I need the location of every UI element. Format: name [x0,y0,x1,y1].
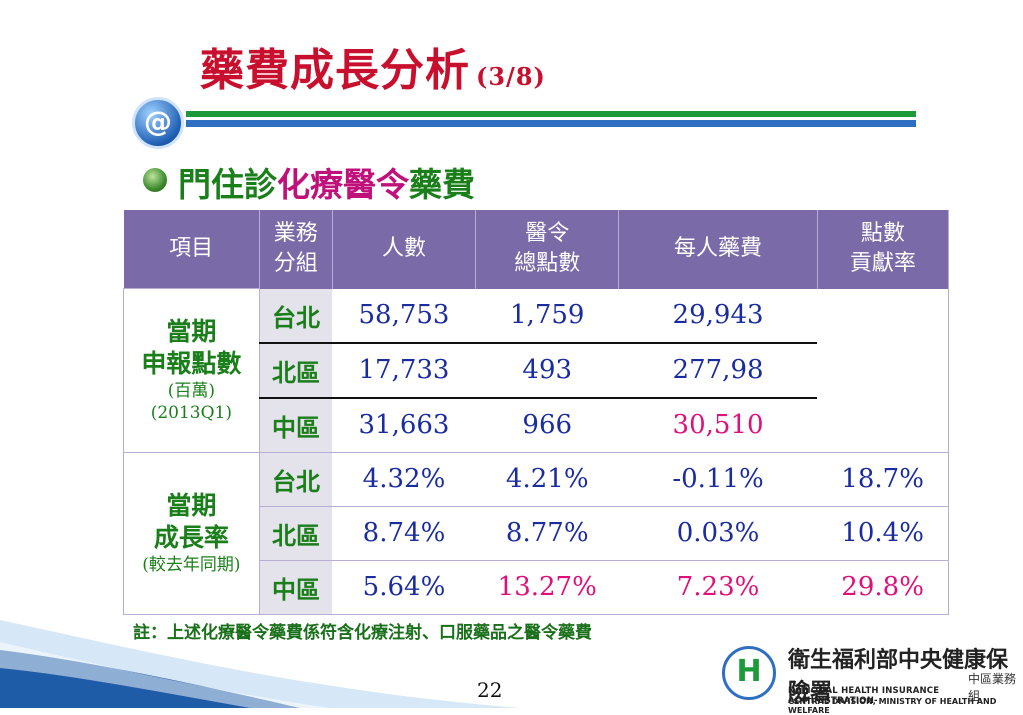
group1-label-line1: 當期 [166,317,217,347]
people-cell: 4.32% [332,452,476,507]
group2-label-line1: 當期 [166,491,217,520]
subtitle-part3: 藥費 [409,165,475,204]
points-cell: 966 [475,397,619,453]
header-total-points: 醫令 總點數 [475,210,620,289]
group-label-reported-points: 當期 申報點數 (百萬) (2013Q1) [123,288,260,453]
people-cell: 5.64% [332,560,476,615]
per-person-cell: 277,98 [618,342,818,399]
table-row: 當期 成長率 (較去年同期) 台北 4.32% 4.21% -0.11% 18.… [123,451,950,615]
bullet-icon [143,168,167,192]
footnote: 註：上述化療醫令藥費係符含化療注射、口服藥品之醫令藥費 [133,623,592,643]
contribution-cell-empty [817,397,950,453]
points-cell: 13.27% [475,560,619,615]
org-unit: 中區業務組 [968,672,1017,703]
contribution-cell: 18.7% [817,452,950,507]
group-label-growth-rate: 當期 成長率 (較去年同期) [123,451,260,615]
region-cell: 中區 [259,560,333,615]
people-cell: 8.74% [332,506,476,561]
region-cell: 中區 [259,397,333,453]
footer-swoosh-graphic [0,620,520,708]
table-row: 中區 31,663 966 30,510 [124,397,950,453]
contribution-cell: 10.4% [817,506,950,561]
page-number: 22 [477,678,503,702]
per-person-cell: 7.23% [618,560,818,615]
people-cell: 17,733 [332,342,476,399]
slide-title-sub: (3/8) [476,62,546,91]
table-row: 中區 5.64% 13.27% 7.23% 29.8% [124,560,950,615]
header-people: 人數 [332,210,477,289]
points-cell: 493 [475,342,619,399]
points-cell: 4.21% [475,452,619,507]
header-per-person-cost: 每人藥費 [618,210,818,289]
divider-green [186,111,916,117]
table-row: 北區 17,733 493 277,98 [124,342,949,399]
group1-label-line3: (百萬) [167,381,215,402]
divider-blue [186,120,916,127]
header-item: 項目 [123,210,260,289]
group1-label-line2: 申報點數 [141,349,242,379]
region-cell: 台北 [259,452,333,507]
at-sign-icon: @ [132,97,184,149]
contribution-cell: 29.8% [817,560,950,615]
drug-cost-table: 項目 業務 分組 人數 醫令 總點數 每人藥費 點數 貢獻率 當期 申報點數 (百萬)… [123,210,950,615]
subtitle-part2: 化療醫令 [277,165,409,204]
region-cell: 台北 [259,288,333,344]
people-cell: 58,753 [332,288,476,344]
table-row: 北區 8.74% 8.77% 0.03% 10.4% [124,506,950,561]
slide-title: 藥費成長分析 (3/8) [200,34,546,98]
table-header-row: 項目 業務 分組 人數 醫令 總點數 每人藥費 點數 貢獻率 [123,210,950,289]
region-cell: 北區 [259,506,333,561]
points-cell: 1,759 [475,288,619,344]
org-name-english-line1: NATIONAL HEALTH INSURANCE ADMINISTRATION… [788,686,940,706]
slide-title-main: 藥費成長分析 [200,45,470,96]
nhi-logo-icon: H [722,646,776,700]
group2-label-line2: 成長率 [153,523,229,552]
per-person-cell: 0.03% [618,506,818,561]
per-person-cell: 29,943 [618,288,818,344]
header-division: 業務 分組 [259,210,333,289]
header-contribution: 點數 貢獻率 [817,210,950,289]
org-name-english-line2: CENTRAL DIVISION, MINISTRY OF HEALTH AND… [788,697,997,715]
table-row: 當期 申報點數 (百萬) (2013Q1) 台北 58,753 1,759 29… [123,288,950,453]
points-cell: 8.77% [475,506,619,561]
subtitle-part1: 門住診 [178,165,277,204]
group2-label-line3: (較去年同期) [142,555,241,575]
people-cell: 31,663 [332,397,476,453]
per-person-cell: -0.11% [618,452,818,507]
per-person-cell: 30,510 [618,397,818,453]
org-name-chinese: 衛生福利部中央健康保險署 [788,648,1009,705]
group1-label-line4: (2013Q1) [150,403,232,424]
region-cell: 北區 [259,342,333,399]
section-subtitle: 門住診化療醫令藥費 [178,158,475,206]
contribution-cell-empty [817,288,950,398]
